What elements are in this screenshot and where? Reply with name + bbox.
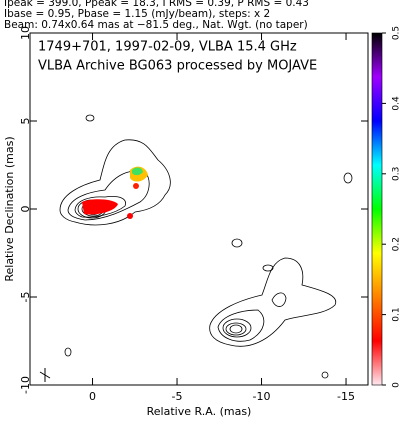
y-tick-label: 5 [19, 118, 32, 125]
map-title: VLBA Archive BG063 processed by MOJAVE [38, 59, 317, 74]
y-axis-label: Relative Declination (mas) [3, 136, 16, 281]
colorbar-tick-label: 0.2 [392, 237, 402, 251]
beam-marker [39, 368, 51, 382]
colorbar-tick-label: 0.1 [392, 307, 402, 321]
axes [30, 32, 386, 386]
x-tick-label: -10 [253, 390, 271, 403]
x-tick-label: 0 [89, 390, 96, 403]
y-tick-label: -10 [19, 376, 32, 394]
header-line: Ibase = 0.95, Pbase = 1.15 (mJy/beam), s… [4, 8, 270, 20]
polarization [82, 166, 148, 219]
colorbar-tick-label: 0 [392, 382, 402, 388]
map-title: 1749+701, 1997-02-09, VLBA 15.4 GHz [38, 40, 297, 55]
colorbar-tick-label: 0.3 [392, 167, 402, 181]
colorbar-tick-label: 0.4 [392, 96, 402, 111]
header-line: Beam: 0.74x0.64 mas at −81.5 deg., Nat. … [4, 19, 308, 31]
y-tick-label: 10 [19, 26, 32, 40]
plot-frame [29, 32, 369, 386]
y-tick-label: -5 [19, 292, 32, 303]
header-line: Ipeak = 399.0, Ppeak = 18.3, I RMS = 0.3… [4, 0, 309, 9]
x-axis-label: Relative R.A. (mas) [147, 405, 252, 418]
x-tick-label: -5 [172, 390, 183, 403]
colorbar-tick-label: 0.5 [392, 26, 402, 40]
colorbar [371, 32, 383, 386]
contours [59, 114, 353, 379]
x-tick-label: -15 [337, 390, 355, 403]
y-tick-label: 0 [19, 206, 32, 213]
